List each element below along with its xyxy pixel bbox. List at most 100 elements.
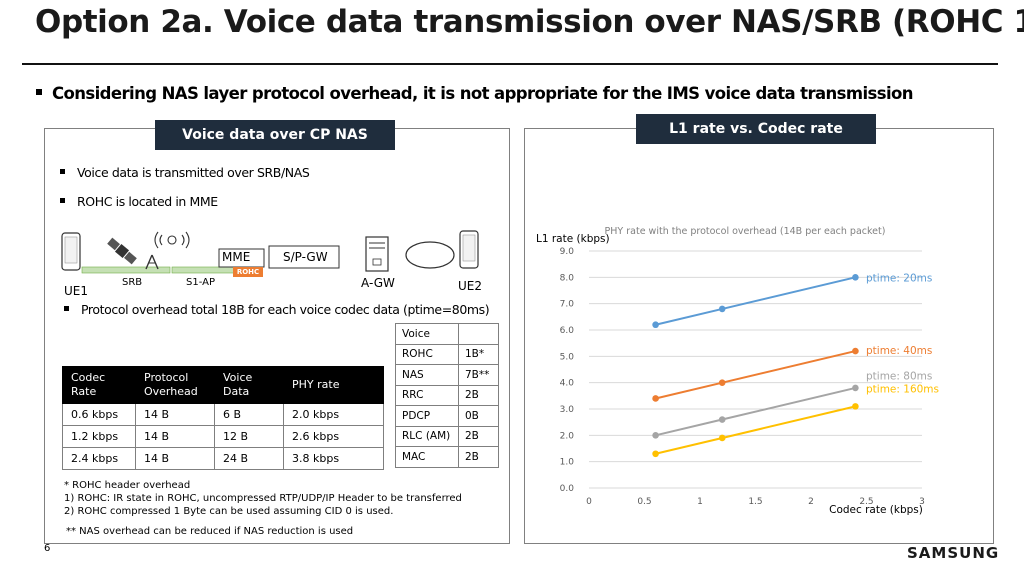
- chart-series-line: [655, 350, 856, 400]
- phone-icon: [61, 232, 81, 271]
- server-icon: [365, 236, 389, 272]
- chart-series-line: [655, 276, 856, 326]
- table-cell: NAS: [395, 364, 459, 386]
- chart-data-point: [652, 432, 659, 439]
- footnote-rohc: * ROHC header overhead: [64, 480, 191, 491]
- chart-series-line: [655, 386, 856, 437]
- cloud-icon: [405, 241, 455, 269]
- table-cell: 14 B: [135, 425, 215, 448]
- chart-data-point: [718, 379, 726, 386]
- satellite-icon: [107, 237, 137, 265]
- chart-legend-label: ptime: 20ms: [866, 272, 932, 284]
- srb-label: SRB: [122, 277, 143, 288]
- table-cell: 2B: [458, 384, 499, 406]
- bullet-rohc-text: ROHC is located in MME: [77, 194, 218, 209]
- ue1-label: UE1: [64, 284, 88, 298]
- bullet-srb-text: Voice data is transmitted over SRB/NAS: [77, 165, 310, 180]
- phone-icon: [459, 230, 479, 269]
- table-cell: 2.6 kbps: [283, 425, 384, 448]
- table-row: MAC 2B: [395, 446, 499, 468]
- table-cell: 6 B: [214, 403, 284, 426]
- table-header: Codec Rate: [62, 366, 136, 404]
- chart-ytick-label: 6.0: [560, 326, 575, 336]
- spgw-label: S/P-GW: [283, 250, 328, 264]
- table-cell: 14 B: [135, 447, 215, 470]
- chart-xtick-label: 1.5: [748, 497, 762, 507]
- chart-data-point: [852, 403, 859, 410]
- bullet-square-icon: [60, 169, 65, 174]
- chart-data-point: [718, 305, 726, 313]
- table-row: 2.4 kbps 14 B 24 B 3.8 kbps: [62, 447, 384, 470]
- bullet-rohc: ROHC is located in MME: [60, 194, 218, 209]
- chart-data-point: [852, 347, 859, 355]
- chart-ytick-label: 2.0: [560, 431, 575, 441]
- chart-data-point: [652, 450, 659, 458]
- chart-xtick-label: 0.5: [637, 497, 651, 507]
- chart-xtick-label: 3: [919, 497, 925, 507]
- chart-legend-label: ptime: 160ms: [866, 383, 939, 395]
- mme-label: MME: [222, 250, 251, 264]
- chart-xtick-label: 0: [586, 497, 592, 507]
- table-header: PHY rate: [283, 366, 384, 404]
- chart-xlabel: Codec rate (kbps): [829, 504, 923, 516]
- chart-ytick-label: 7.0: [560, 300, 575, 310]
- table-row: RLC (AM) 2B: [395, 425, 499, 447]
- table-row: 0.6 kbps 14 B 6 B 2.0 kbps: [62, 403, 384, 426]
- table-header: Protocol Overhead: [135, 366, 215, 404]
- main-bullet-text: Considering NAS layer protocol overhead,…: [52, 84, 914, 103]
- table-cell: Voice: [395, 323, 459, 345]
- table-row: Voice: [395, 323, 499, 345]
- bullet-square-icon: [64, 306, 69, 311]
- chart-xtick-label: 2.5: [859, 497, 873, 507]
- codec-table: Codec Rate Protocol Overhead Voice Data …: [62, 366, 384, 470]
- chart-xtick-label: 1: [697, 497, 703, 507]
- bullet-overhead-text: Protocol overhead total 18B for each voi…: [81, 302, 490, 317]
- chart-ytick-label: 4.0: [560, 379, 575, 389]
- bullet-square-icon: [60, 198, 65, 203]
- table-cell: MAC: [395, 446, 459, 468]
- table-cell: 0B: [458, 405, 499, 427]
- main-bullet: Considering NAS layer protocol overhead,…: [36, 84, 914, 103]
- chart-data-point: [852, 384, 859, 392]
- bullet-srb: Voice data is transmitted over SRB/NAS: [60, 165, 310, 180]
- table-row: 1.2 kbps 14 B 12 B 2.6 kbps: [62, 425, 384, 448]
- left-panel-header: Voice data over CP NAS: [155, 120, 395, 150]
- table-row: NAS 7B**: [395, 364, 499, 386]
- chart-data-point: [652, 395, 659, 402]
- chart-ytick-label: 5.0: [560, 352, 575, 362]
- chart-xtick-label: 2: [808, 497, 814, 507]
- table-cell: 2B: [458, 425, 499, 447]
- table-header-row: Codec Rate Protocol Overhead Voice Data …: [62, 366, 384, 404]
- title-rule: [22, 63, 998, 65]
- chart-ytick-label: 1.0: [560, 458, 575, 468]
- chart-ytick-label: 8.0: [560, 273, 575, 283]
- table-cell: 0.6 kbps: [62, 403, 136, 426]
- table-cell: RLC (AM): [395, 425, 459, 447]
- bullet-square-icon: [36, 89, 42, 95]
- table-cell: PDCP: [395, 405, 459, 427]
- footnote-ir-state: 1) ROHC: IR state in ROHC, uncompressed …: [64, 493, 462, 504]
- ue2-label: UE2: [458, 279, 482, 293]
- table-row: PDCP 0B: [395, 405, 499, 427]
- table-header: Voice Data: [214, 366, 284, 404]
- footnote-nas: ** NAS overhead can be reduced if NAS re…: [66, 526, 354, 537]
- chart-ytick-label: 0.0: [560, 484, 575, 494]
- chart-data-point: [718, 416, 726, 423]
- table-cell: 24 B: [214, 447, 284, 470]
- table-cell: 2B: [458, 446, 499, 468]
- table-row: RRC 2B: [395, 384, 499, 406]
- l1-rate-chart: PHY rate with the protocol overhead (14B…: [536, 226, 939, 516]
- bullet-overhead: Protocol overhead total 18B for each voi…: [64, 302, 490, 317]
- right-panel-header: L1 rate vs. Codec rate: [636, 114, 876, 144]
- samsung-logo: SAMSUNG: [907, 544, 1000, 562]
- table-row: ROHC 1B*: [395, 343, 499, 365]
- table-cell: 7B**: [458, 364, 499, 386]
- chart-series-line: [655, 405, 856, 455]
- chart-legend-label: ptime: 40ms: [866, 345, 932, 357]
- chart-legend-label: ptime: 80ms: [866, 371, 932, 383]
- table-cell: 1B*: [458, 343, 499, 365]
- chart-ytick-label: 3.0: [560, 405, 575, 415]
- page-number: 6: [44, 543, 51, 554]
- chart-data-point: [718, 434, 726, 442]
- chart-data-point: [852, 274, 859, 281]
